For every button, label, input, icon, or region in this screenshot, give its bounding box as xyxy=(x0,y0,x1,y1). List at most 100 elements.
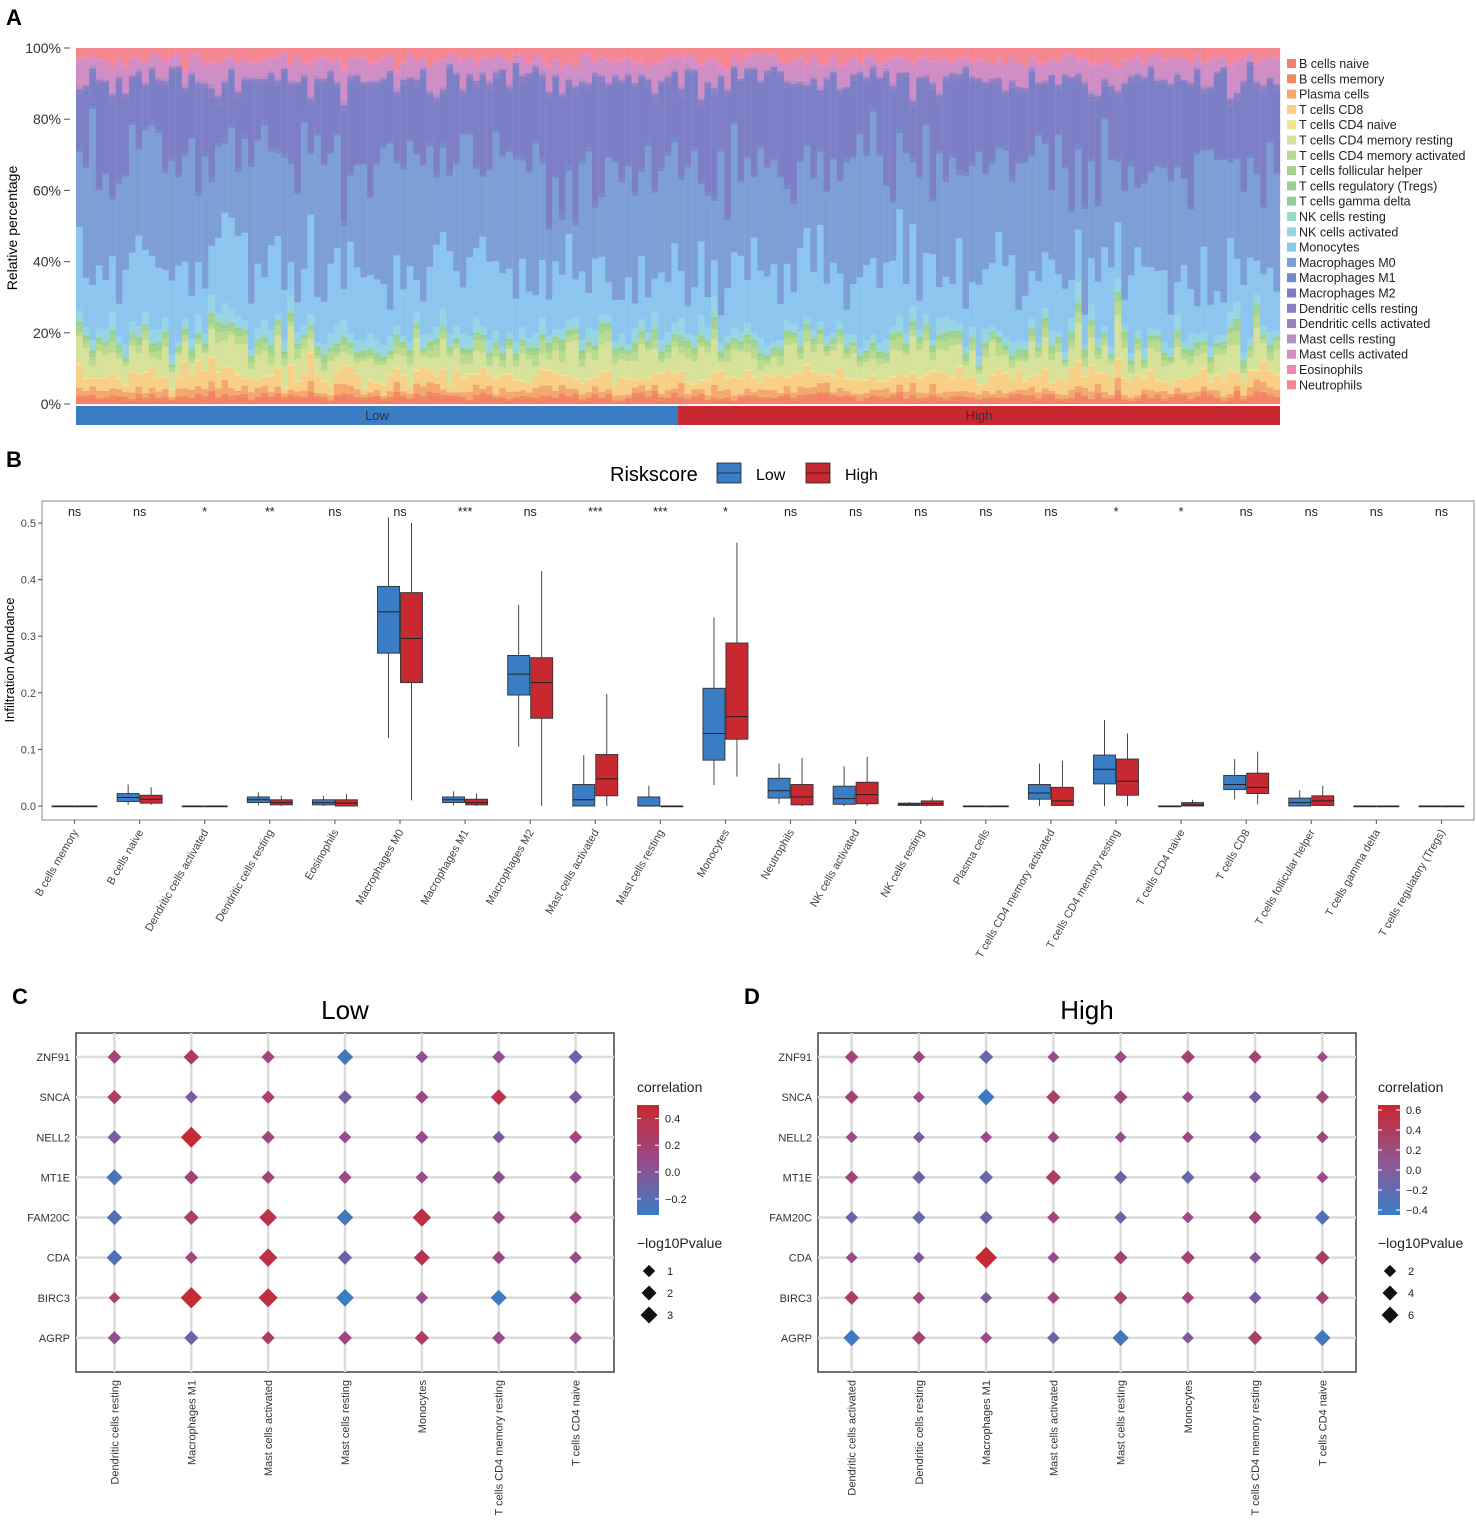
bar-segment-t-cells-cd4-memory-activated xyxy=(790,338,798,344)
bar-segment-b-cells-naive xyxy=(1220,402,1228,405)
bar-segment-b-cells-naive xyxy=(1048,396,1056,405)
bar-segment-dendritic-cells-resting xyxy=(936,95,943,103)
bar-segment-t-cells-cd4-naive xyxy=(644,377,652,380)
bar-segment-t-cells-cd4-memory-resting xyxy=(1213,354,1221,375)
bar-segment-b-cells-memory xyxy=(1227,397,1234,401)
col-label-dendritic-cells-resting: Dendritic cells resting xyxy=(109,1380,121,1485)
bar-segment-mast-cells-resting xyxy=(916,75,923,78)
bar-segment-mast-cells-activated xyxy=(1081,58,1089,81)
bar-segment-eosinophils xyxy=(439,57,447,62)
legend-swatch-t-cells-gamma-delta xyxy=(1287,196,1296,206)
diamond-snca-monocytes xyxy=(1181,1091,1194,1104)
bar-segment-t-cells-gamma-delta xyxy=(1141,360,1148,362)
bar-segment-eosinophils xyxy=(1194,54,1201,57)
bar-segment-t-cells-cd4-memory-resting xyxy=(572,340,579,379)
bar-segment-mast-cells-activated xyxy=(558,70,566,93)
bar-segment-b-cells-memory xyxy=(836,396,844,398)
bar-segment-dendritic-cells-resting xyxy=(1088,96,1095,101)
bar-segment-nk-cells-activated xyxy=(1048,329,1056,343)
bar-segment-mast-cells-activated xyxy=(704,60,712,81)
bar-segment-mast-cells-activated xyxy=(697,65,705,98)
bar-segment-dendritic-cells-activated xyxy=(823,78,831,80)
bar-segment-t-cells-cd8 xyxy=(373,383,381,391)
box-monocytes-low xyxy=(702,687,726,761)
bar-segment-t-cells-cd4-memory-resting xyxy=(400,356,407,375)
bar-segment-neutrophils xyxy=(558,48,566,66)
diamond-agrp-monocytes xyxy=(414,1330,429,1346)
size-legend-label: 6 xyxy=(1408,1310,1414,1322)
legend-label-mast-cells-activated: Mast cells activated xyxy=(1299,348,1408,362)
bar-segment-dendritic-cells-activated xyxy=(413,79,421,82)
bar-segment-t-cells-cd8 xyxy=(962,378,970,392)
bar-segment-mast-cells-activated xyxy=(764,55,771,70)
bar-segment-nk-cells-resting xyxy=(1028,326,1036,329)
bar-segment-t-cells-cd4-naive xyxy=(1207,380,1214,383)
bar-segment-mast-cells-resting xyxy=(499,68,507,69)
bar-segment-t-cells-cd4-naive xyxy=(717,369,725,372)
bar-segment-macrophages-m1 xyxy=(982,172,990,175)
bar-segment-dendritic-cells-activated xyxy=(770,66,778,68)
bar-segment-mast-cells-activated xyxy=(519,56,526,73)
bar-segment-t-cells-regulatory-tregs xyxy=(744,335,751,338)
bar-segment-t-cells-cd8 xyxy=(214,372,222,389)
panel-b-boxes xyxy=(51,517,1465,808)
bar-segment-t-cells-regulatory-tregs xyxy=(168,365,176,367)
bar-segment-b-cells-memory xyxy=(393,391,401,398)
bar-segment-eosinophils xyxy=(671,55,679,58)
bar-segment-t-cells-cd4-memory-activated xyxy=(757,360,765,371)
bar-segment-macrophages-m0 xyxy=(1055,134,1062,275)
bar-segment-eosinophils xyxy=(214,63,222,67)
bar-segment-plasma-cells xyxy=(532,387,540,398)
diamond-mt1e-t-cells-cd4-memory-resting xyxy=(1249,1171,1262,1184)
bar-segment-macrophages-m0 xyxy=(1127,166,1135,276)
bar-segment-t-cells-cd4-memory-resting xyxy=(658,361,665,373)
bar-segment-dendritic-cells-resting xyxy=(195,83,202,88)
bar-segment-t-cells-follicular-helper xyxy=(856,357,864,362)
bar-segment-t-cells-follicular-helper xyxy=(750,343,758,349)
bar-segment-eosinophils xyxy=(876,62,884,65)
bar-segment-b-cells-memory xyxy=(1002,397,1009,400)
bar-segment-nk-cells-activated xyxy=(254,327,262,337)
bar-segment-neutrophils xyxy=(1055,48,1062,62)
box-t-cells-cd4-memory-activated-high xyxy=(1050,786,1074,806)
bar-segment-dendritic-cells-activated xyxy=(896,72,904,76)
bar-segment-dendritic-cells-activated xyxy=(128,75,136,77)
bar-segment-mast-cells-activated xyxy=(208,63,216,84)
bar-segment-b-cells-memory xyxy=(234,394,242,397)
bar-segment-b-cells-naive xyxy=(1174,396,1181,405)
box-t-cells-cd8-high xyxy=(1246,772,1270,794)
bar-segment-b-cells-naive xyxy=(909,399,917,405)
bar-segment-macrophages-m0 xyxy=(1233,159,1241,259)
bar-segment-macrophages-m0 xyxy=(1246,157,1254,258)
bar-segment-mast-cells-resting xyxy=(1246,61,1254,62)
bar-segment-t-cells-cd4-memory-resting xyxy=(1002,354,1009,373)
bar-segment-nk-cells-resting xyxy=(162,328,169,333)
bar-segment-t-cells-cd4-memory-activated xyxy=(816,334,824,345)
bar-segment-b-cells-naive xyxy=(585,400,593,405)
bar-segment-macrophages-m2 xyxy=(697,105,705,183)
legend-swatch-t-cells-cd4-memory-resting xyxy=(1287,135,1296,145)
bar-segment-macrophages-m1 xyxy=(446,170,454,177)
bar-segment-eosinophils xyxy=(883,59,890,62)
bar-segment-macrophages-m0 xyxy=(400,169,407,290)
bar-segment-t-cells-gamma-delta xyxy=(532,347,540,350)
bar-segment-dendritic-cells-resting xyxy=(367,83,374,88)
bar-segment-dendritic-cells-resting xyxy=(830,72,837,76)
bar-segment-mast-cells-resting xyxy=(413,76,421,80)
bar-segment-t-cells-cd4-naive xyxy=(1088,364,1095,367)
bar-segment-b-cells-naive xyxy=(115,397,123,405)
bar-segment-b-cells-memory xyxy=(592,393,599,398)
bar-segment-macrophages-m1 xyxy=(916,176,923,179)
diamond-agrp-t-cells-cd4-memory-resting xyxy=(1247,1330,1263,1346)
bar-segment-dendritic-cells-resting xyxy=(572,87,579,92)
bar-segment-mast-cells-resting xyxy=(267,69,275,73)
bar-segment-dendritic-cells-activated xyxy=(1273,84,1281,87)
bar-segment-macrophages-m1 xyxy=(704,191,712,196)
bar-segment-macrophages-m2 xyxy=(181,91,189,155)
bar-segment-neutrophils xyxy=(135,48,143,58)
diamond-birc3-t-cells-cd4-memory-resting xyxy=(490,1289,507,1306)
bar-segment-dendritic-cells-activated xyxy=(1081,82,1089,85)
legend-title-log10p: −log10Pvalue xyxy=(637,1235,722,1251)
y-tick-label: 0.5 xyxy=(21,518,36,530)
bar-segment-macrophages-m1 xyxy=(221,137,229,145)
